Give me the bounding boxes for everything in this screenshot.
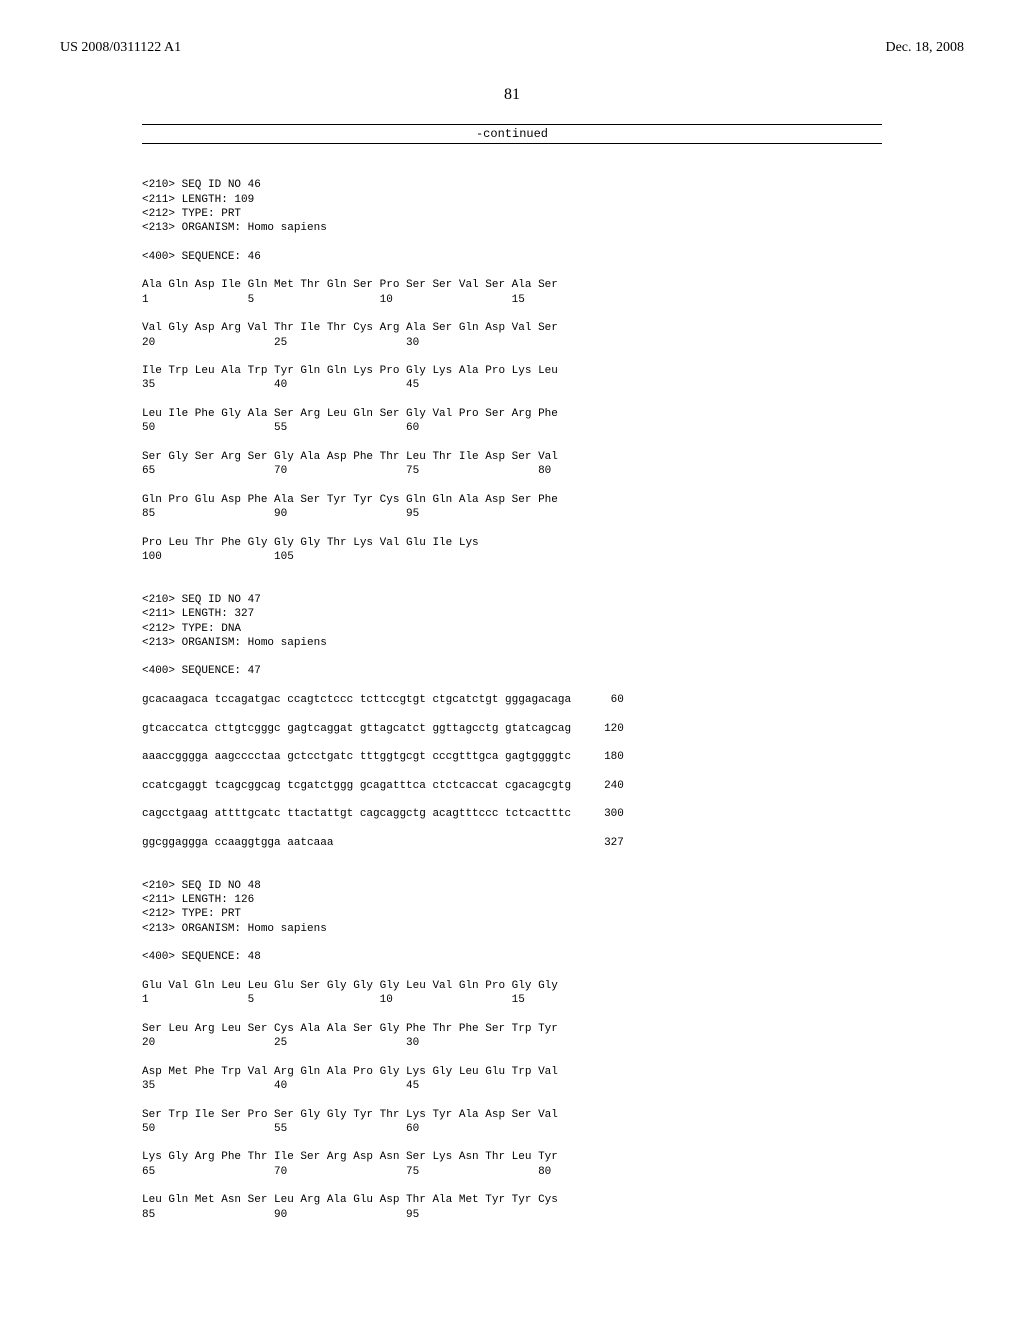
continued-label: -continued <box>142 124 882 144</box>
sequence-listing: <210> SEQ ID NO 46 <211> LENGTH: 109 <21… <box>142 164 882 1222</box>
page-header: US 2008/0311122 A1 Dec. 18, 2008 <box>60 40 964 56</box>
publication-number: US 2008/0311122 A1 <box>60 40 181 56</box>
publication-date: Dec. 18, 2008 <box>885 40 964 56</box>
page-number: 81 <box>60 86 964 104</box>
